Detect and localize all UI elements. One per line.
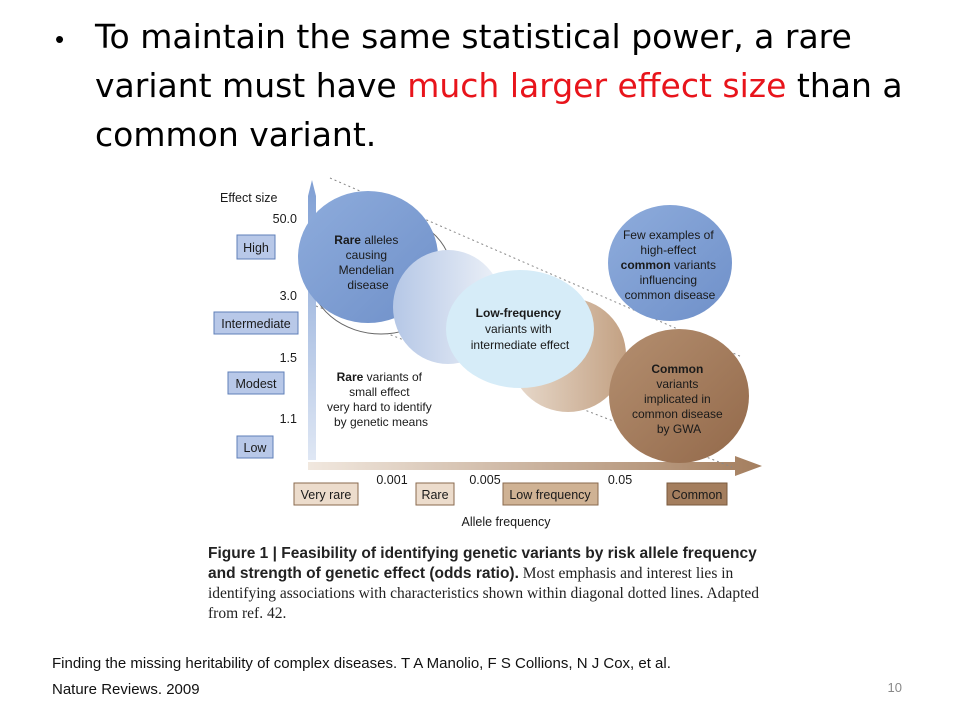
few-examples-line4: influencing (640, 273, 697, 287)
common-line5: by GWA (657, 422, 701, 436)
few-examples-line2: high-effect (640, 243, 696, 257)
low-frequency-label: Low-frequency variants with intermediate… (471, 306, 570, 352)
category-common-label: Common (672, 488, 723, 502)
few-examples-bold: common (621, 258, 671, 272)
x-axis-title: Allele frequency (462, 515, 552, 529)
category-very-rare-label: Very rare (301, 488, 352, 502)
category-low-label: Low (244, 441, 268, 455)
reference-line1: Finding the missing heritability of comp… (52, 655, 671, 672)
few-examples-line5: common disease (625, 288, 716, 302)
y-axis-title: Effect size (220, 191, 277, 205)
x-tick-label: 0.001 (376, 473, 407, 487)
rare-mendelian-line3: Mendelian (339, 263, 394, 277)
figure-caption: Figure 1 | Feasibility of identifying ge… (208, 544, 778, 624)
category-common-box (666, 482, 728, 506)
y-tick-label: 50.0 (273, 212, 297, 226)
effect-size-figure: Rare alleles causing Mendelian disease F… (200, 172, 780, 632)
bullet-point: • To maintain the same statistical power… (55, 12, 935, 159)
figure-caption-bold: Figure 1 | Feasibility of identifying ge… (208, 545, 757, 582)
common-line3: implicated in (644, 392, 711, 406)
common-variants-label: Common variants implicated in common dis… (632, 362, 726, 436)
rare-small-line3: very hard to identify (327, 400, 432, 414)
few-examples-line1: Few examples of (623, 228, 714, 242)
rare-small-line2: small effect (349, 385, 410, 399)
bullet-text: To maintain the same statistical power, … (95, 12, 935, 159)
category-high-box (236, 234, 276, 260)
y-tick-label: 1.1 (280, 412, 297, 426)
category-high-label: High (243, 241, 269, 255)
figure-caption-rest: Most emphasis and interest lies in ident… (208, 565, 759, 622)
rare-mendelian-bold: Rare (334, 233, 361, 247)
category-very-rare-box (293, 482, 359, 506)
rare-small-bold: Rare (337, 370, 364, 384)
category-low-frequency-label: Low frequency (509, 488, 591, 502)
bullet-text-highlight: much larger effect size (407, 66, 787, 105)
category-low-frequency-box (502, 482, 599, 506)
low-frequency-bubble (446, 270, 594, 388)
rare-small-effect-label: Rare variants of small effect very hard … (327, 370, 435, 429)
rare-mendelian-line4: disease (347, 278, 389, 292)
bullet-text-part1: To maintain the same statistical power, … (95, 17, 852, 105)
common-line2: variants (656, 377, 698, 391)
category-modest-box (227, 371, 285, 395)
page-number: 10 (887, 680, 902, 695)
common-line4: common disease (632, 407, 723, 421)
category-modest-label: Modest (236, 377, 278, 391)
category-intermediate-label: Intermediate (221, 317, 291, 331)
category-rare-box (415, 482, 455, 506)
common-variants-bubble (609, 329, 749, 463)
reference-line2: Nature Reviews. 2009 (52, 681, 200, 698)
effect-size-diagram: Rare alleles causing Mendelian disease F… (213, 177, 762, 529)
few-examples-label: Few examples of high-effect common varia… (621, 228, 720, 302)
x-axis-arrow (308, 456, 762, 476)
few-examples-line3: variants (671, 258, 716, 272)
rare-mendelian-label: Rare alleles causing Mendelian disease (334, 233, 401, 292)
category-rare-label: Rare (421, 488, 448, 502)
rare-mendelian-line1: alleles (361, 233, 398, 247)
y-tick-label: 3.0 (280, 289, 297, 303)
rare-small-line1: variants of (363, 370, 422, 384)
bullet-marker: • (55, 24, 65, 54)
low-frequency-line3: intermediate effect (471, 338, 570, 352)
low-frequency-line2: variants with (485, 322, 552, 336)
category-intermediate-box (213, 311, 299, 335)
category-low-box (236, 435, 274, 459)
common-bold: Common (651, 362, 703, 376)
reference-citation: Finding the missing heritability of comp… (52, 651, 671, 703)
bullet-text-part2: than a common variant. (95, 66, 903, 154)
rare-small-line4: by genetic means (334, 415, 428, 429)
x-tick-label: 0.005 (469, 473, 500, 487)
rare-mendelian-line2: causing (346, 248, 387, 262)
x-tick-label: 0.05 (608, 473, 632, 487)
low-frequency-bold: Low-frequency (476, 306, 562, 320)
y-tick-label: 1.5 (280, 351, 297, 365)
few-examples-bubble (608, 205, 732, 321)
